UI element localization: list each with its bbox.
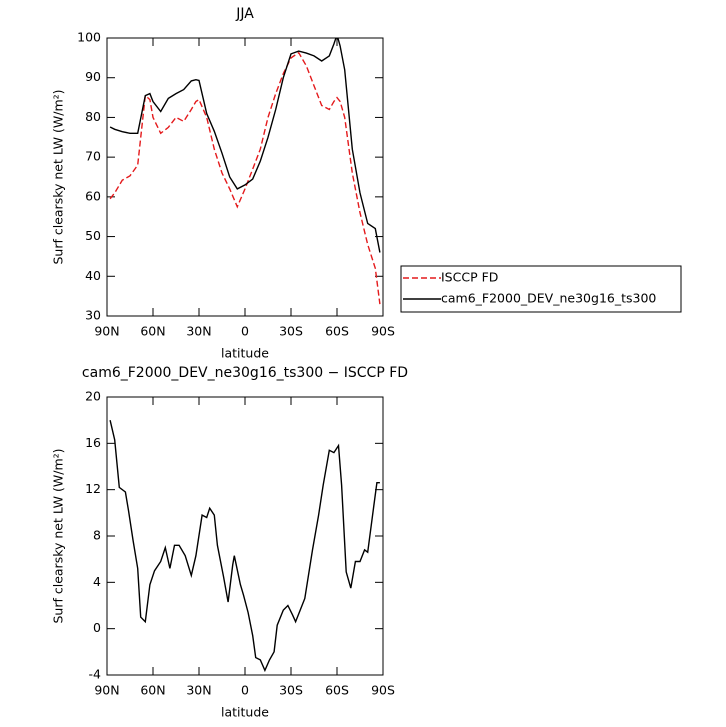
x-tick-label: 30S [279,683,303,698]
data-line [109,38,381,253]
chart-title: cam6_F2000_DEV_ne30g16_ts300 − ISCCP FD [82,365,408,381]
data-line [109,420,380,673]
y-tick-label: 16 [85,435,101,450]
y-tick-label: 40 [85,268,101,283]
chart-title: JJA [235,6,254,22]
x-tick-label: 30N [186,324,211,339]
plot-frame [106,37,384,317]
y-tick-label: 50 [85,228,101,243]
legend-box [400,265,682,313]
x-tick-label: 90N [94,683,119,698]
y-tick-label: 60 [85,188,101,203]
x-tick-label: 60N [140,683,165,698]
x-tick-label: 60N [140,324,165,339]
y-tick-label: 30 [85,308,101,323]
legend-label: ISCCP FD [441,270,498,285]
y-axis-label: Surf clearsky net LW (W/m²) [51,89,66,264]
y-tick-label: 80 [85,109,101,124]
x-axis-label: latitude [221,705,269,720]
x-tick-label: 90S [371,683,395,698]
x-tick-label: 90N [94,324,119,339]
y-tick-label: 8 [93,528,101,543]
x-tick-label: 0 [241,324,249,339]
x-tick-label: 30N [186,683,211,698]
legend-label: cam6_F2000_DEV_ne30g16_ts300 [441,291,656,306]
y-tick-label: 12 [85,481,101,496]
x-tick-label: 0 [241,683,249,698]
y-tick-label: 4 [93,574,101,589]
data-line [109,51,381,305]
x-tick-label: 90S [371,324,395,339]
y-tick-label: 0 [93,620,101,635]
plot-frame [106,396,384,676]
x-tick-label: 30S [279,324,303,339]
y-tick-label: 20 [85,389,101,404]
y-tick-label: 90 [85,69,101,84]
x-tick-label: 60S [325,683,349,698]
y-tick-label: 70 [85,149,101,164]
y-axis-label: Surf clearsky net LW (W/m²) [51,448,66,623]
y-tick-label: -4 [89,667,102,682]
x-axis-label: latitude [221,346,269,361]
y-tick-label: 100 [77,30,101,45]
x-tick-label: 60S [325,324,349,339]
